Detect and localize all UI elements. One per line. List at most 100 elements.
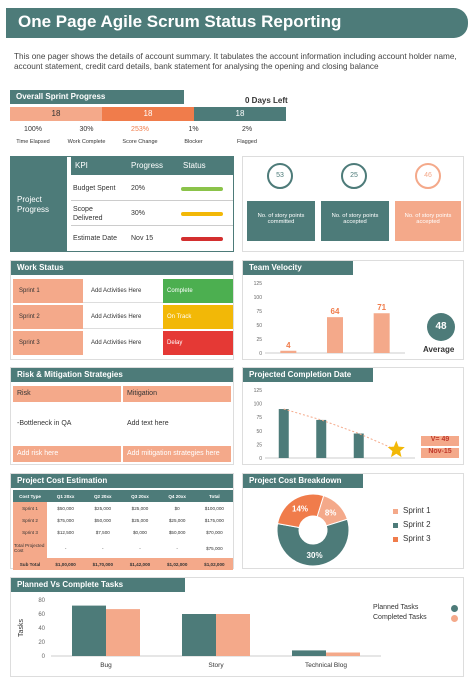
mitigation-item: Add text here [127,420,169,427]
story-card: 25 No. of story points accepted [321,161,389,249]
mitigation-item: Add mitigation strategies here [123,446,231,462]
task-bar [72,605,106,656]
story-circle: 46 [415,163,441,189]
kpi-name: Scope Delivered [73,206,103,222]
status-bar-yellow [181,212,223,216]
y-tick-label: 125 [254,388,263,394]
cost-col-header: Q1 20xx [56,493,75,499]
cost-cell: $1,00,000 [55,561,76,567]
cost-col-header: Q3 20xx [131,493,149,499]
title-banner: One Page Agile Scrum Status Reporting [6,8,468,38]
status-cell: Complete [163,279,233,303]
x-tick-label: Technical Blog [305,662,347,669]
v-label: V= 49 [421,436,459,446]
team-velocity-header: Team Velocity [243,261,353,275]
legend-swatch [393,537,398,542]
cost-cell: Sprint 2 [13,514,47,526]
risk-item: -Bottleneck in QA [17,420,72,427]
kpi-name: Budget Spent [73,185,116,192]
velocity-value-label: 71 [377,303,386,312]
legend-swatch [451,605,458,612]
metric-flagged: 2% Flagged [224,126,270,152]
y-tick-label: 60 [38,612,45,618]
task-bar [106,609,140,656]
activity-cell: Add Activities Here [91,340,142,346]
y-tick-label: 75 [256,415,262,421]
date-label: Nov-15 [421,448,459,458]
task-bar [216,614,250,656]
cost-cell: $25,000 [131,517,149,523]
legend-label: Sprint 2 [403,520,431,529]
cost-cell: $25,000 [168,517,186,523]
projected-chart: 0 25 50 75 100 125 [254,388,415,462]
kpi-row: Scope Delivered 30% [71,202,233,226]
velocity-value-label: 64 [331,307,340,316]
y-tick-label: 25 [256,442,262,448]
cost-cell: - [139,545,141,551]
work-row: Sprint 1 Add Activities Here Complete [13,279,233,303]
metric-label: Time Elapsed [16,139,50,145]
progress-segment-1: 18 [10,107,102,121]
kpi-panel: Project Progress KPI Progress Status Bud… [10,156,234,252]
work-status-panel: Work Status Sprint 1 Add Activities Here… [10,260,234,360]
cost-cell: $50,000 [168,529,186,535]
cost-cell: $25,000 [94,505,112,511]
trend-line [283,408,397,451]
cost-table: Cost Type Q1 20xx Q2 20xx Q3 20xx Q4 20x… [13,490,233,570]
kpi-name: Estimate Date [73,235,117,242]
pie-label: 8% [325,508,337,517]
cost-cell: $7,500 [95,529,110,535]
metric-value: 100% [24,126,42,133]
y-tick-label: 25 [256,337,262,343]
days-left: 0 Days Left [245,96,288,105]
status-bar-red [181,237,223,241]
sprint-progress-header: Overall Sprint Progress [10,90,184,104]
star-icon [387,440,405,458]
story-card: 46 No. of story points accepted [395,161,461,249]
metric-value: 1% [188,126,199,133]
team-velocity-panel: Team Velocity 0 25 50 75 100 125 4 64 71 48 Aver… [242,260,464,360]
task-bar [326,652,360,656]
cost-cell: $50,000 [94,517,112,523]
cost-breakdown-header: Project Cost Breakdown [243,474,363,488]
metric-blocker: 1% Blocker [171,126,217,152]
projected-bar [353,433,364,458]
risk-panel: Risk & Mitigation Strategies Risk Mitiga… [10,367,234,465]
cost-cell: $100,000 [204,505,224,511]
task-bar [292,650,326,656]
story-circle: 25 [341,163,367,189]
cost-cell: $12,500 [57,529,74,535]
y-tick-label: 100 [254,295,263,301]
y-tick-label: 50 [256,429,262,435]
pie-label: 30% [307,551,323,560]
cost-cell: $75,000 [57,517,74,523]
story-label: No. of story points accepted [321,201,389,241]
cost-breakdown-pie: 8% 30% 14% [276,493,350,567]
legend-swatch [393,523,398,528]
cost-estimation-header: Project Cost Estimation [11,474,233,488]
cost-col-header: Q2 20xx [93,493,112,499]
risk-item: Add risk here [13,446,121,462]
metric-label: Flagged [237,139,257,145]
cost-cell: $75,000 [206,545,223,551]
cost-cell: $1,02,000 [204,561,225,567]
metric-label: Work Complete [67,139,106,145]
average-circle: 48 [427,313,455,341]
page-title: One Page Agile Scrum Status Reporting [18,12,342,31]
pie-slice [276,518,350,567]
team-velocity-chart: 0 25 50 75 100 125 4 64 71 [254,281,405,357]
cost-col-header: Q4 20xx [168,493,186,499]
task-bar [182,614,216,656]
y-tick-label: 40 [38,626,45,632]
work-row: Sprint 3 Add Activities Here Delay [13,331,233,355]
kpi-progress: 20% [131,185,146,192]
projected-header: Projected Completion Date [243,368,373,382]
y-tick-label: 75 [256,309,262,315]
pie-slice [276,493,325,529]
cost-estimation-panel: Project Cost Estimation Cost Type Q1 20x… [10,473,234,570]
cost-header-row: Cost Type Q1 20xx Q2 20xx Q3 20xx Q4 20x… [13,490,233,502]
metric-score-change: 253% Score Change [117,126,163,152]
projected-bar [316,419,327,458]
project-progress-side: Project Progress [11,157,67,251]
cost-cell: - [64,545,67,551]
